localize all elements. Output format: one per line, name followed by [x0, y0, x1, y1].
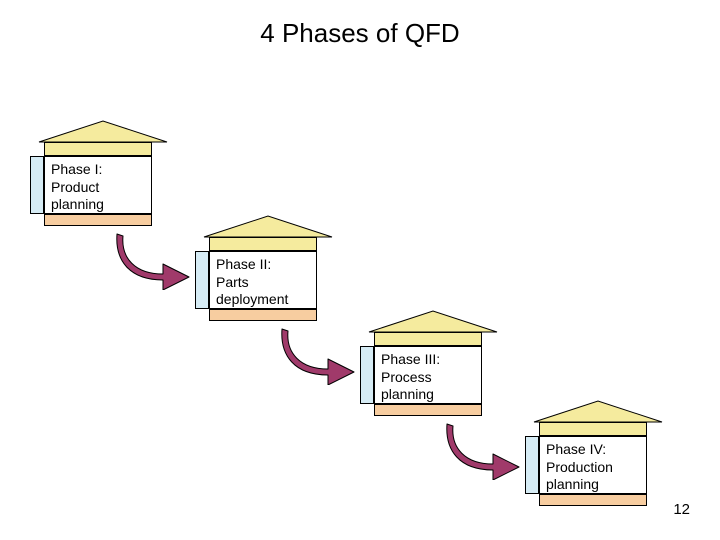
- phase-label-line2: Process: [381, 369, 475, 387]
- phase-label-line3: deployment: [216, 291, 310, 309]
- phase-label-line2: Production: [546, 459, 640, 477]
- house-side-panel: [195, 251, 209, 309]
- house-roof-icon: [533, 400, 663, 424]
- phase-label-line3: planning: [546, 476, 640, 494]
- house-base: [44, 214, 152, 226]
- phase-label-line3: planning: [51, 196, 145, 214]
- house-side-panel: [30, 156, 44, 214]
- house-roof-icon: [38, 120, 168, 144]
- house-attic: [374, 332, 482, 346]
- house-side-panel: [525, 436, 539, 494]
- house-attic: [209, 237, 317, 251]
- flow-arrow-icon: [445, 420, 535, 480]
- house-main-label: Phase III:Processplanning: [374, 346, 482, 404]
- house-attic: [539, 422, 647, 436]
- phase-label-line3: planning: [381, 386, 475, 404]
- phase-label-line1: Phase I:: [51, 161, 145, 179]
- flow-arrow-icon: [280, 325, 370, 385]
- phase-label-line2: Parts: [216, 274, 310, 292]
- phase-label-line2: Product: [51, 179, 145, 197]
- house-main-label: Phase IV:Productionplanning: [539, 436, 647, 494]
- house-base: [374, 404, 482, 416]
- house-attic: [44, 142, 152, 156]
- phase-label-line1: Phase IV:: [546, 441, 640, 459]
- flow-arrow-icon: [115, 230, 205, 290]
- house-base: [539, 494, 647, 506]
- house-side-panel: [360, 346, 374, 404]
- phase-label-line1: Phase III:: [381, 351, 475, 369]
- house-roof-icon: [203, 215, 333, 239]
- page-number: 12: [673, 501, 690, 518]
- house-roof-icon: [368, 310, 498, 334]
- house-base: [209, 309, 317, 321]
- house-main-label: Phase I:Productplanning: [44, 156, 152, 214]
- page-title: 4 Phases of QFD: [0, 0, 720, 49]
- house-main-label: Phase II:Partsdeployment: [209, 251, 317, 309]
- phase-label-line1: Phase II:: [216, 256, 310, 274]
